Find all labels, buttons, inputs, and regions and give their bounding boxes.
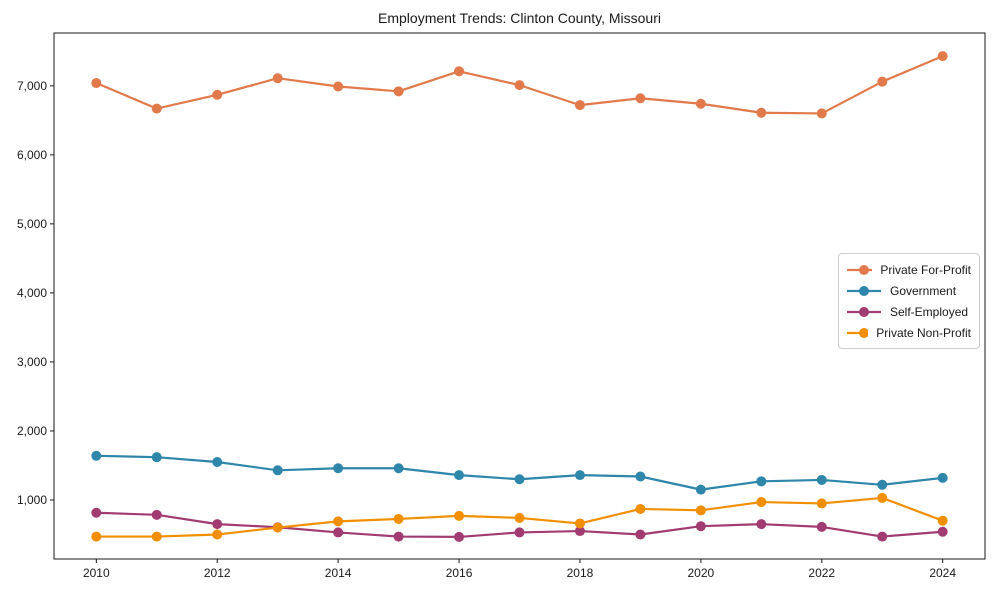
y-tick-label: 2,000: [17, 424, 47, 438]
series-marker-government: [635, 471, 646, 482]
series-marker-government: [91, 450, 102, 461]
series-marker-private-non-profit: [877, 492, 888, 503]
chart-title: Employment Trends: Clinton County, Misso…: [378, 10, 661, 26]
series-marker-private-for-profit: [333, 81, 344, 92]
legend-marker-icon: [847, 306, 881, 317]
series-marker-private-non-profit: [695, 505, 706, 516]
series-marker-private-non-profit: [635, 503, 646, 514]
series-marker-private-non-profit: [272, 522, 283, 533]
x-tick-label: 2014: [325, 566, 352, 580]
series-marker-private-non-profit: [212, 529, 223, 540]
legend-entry: Government: [846, 280, 971, 301]
series-marker-private-for-profit: [91, 78, 102, 89]
legend: Private For-Profit Government Self-Employe…: [838, 253, 980, 349]
series-marker-self-employed: [91, 507, 102, 518]
series-marker-private-non-profit: [756, 497, 767, 508]
series-marker-government: [212, 457, 223, 468]
series-line-government: [96, 454, 943, 491]
series-marker-private-for-profit: [695, 98, 706, 109]
series-marker-private-for-profit: [635, 93, 646, 104]
series-marker-private-for-profit: [937, 51, 948, 62]
legend-entry: Self-Employed: [846, 301, 971, 322]
legend-label: Private Non-Profit: [876, 325, 971, 340]
legend-marker-icon: [847, 285, 881, 296]
series-marker-private-for-profit: [514, 80, 525, 91]
y-tick-label: 3,000: [17, 355, 47, 369]
series-marker-private-non-profit: [333, 516, 344, 527]
series-marker-private-non-profit: [151, 531, 162, 542]
series-marker-private-for-profit: [272, 73, 283, 84]
series-marker-government: [514, 474, 525, 485]
legend-label: Government: [890, 283, 957, 298]
series-marker-private-non-profit: [574, 518, 585, 529]
series-marker-government: [937, 472, 948, 483]
series-marker-government: [151, 452, 162, 463]
x-tick-label: 2022: [808, 566, 835, 580]
series-marker-government: [272, 465, 283, 476]
series-marker-private-for-profit: [393, 86, 404, 97]
series-marker-government: [816, 474, 827, 485]
series-marker-government: [877, 479, 888, 490]
series-marker-private-for-profit: [454, 66, 465, 77]
series-marker-private-for-profit: [212, 89, 223, 100]
legend-marker-icon: [847, 264, 873, 275]
series-marker-private-for-profit: [151, 103, 162, 114]
series-marker-private-non-profit: [393, 513, 404, 524]
series-marker-government: [454, 470, 465, 481]
series-marker-private-for-profit: [877, 76, 888, 87]
series-marker-government: [393, 463, 404, 474]
legend-label: Private For-Profit: [880, 262, 971, 277]
y-tick-label: 7,000: [17, 79, 47, 93]
legend-label: Self-Employed: [890, 304, 969, 319]
series-marker-government: [574, 470, 585, 481]
x-tick-label: 2020: [688, 566, 715, 580]
series-marker-self-employed: [574, 526, 585, 537]
x-tick-label: 2012: [204, 566, 231, 580]
y-tick-label: 1,000: [17, 493, 47, 507]
series-marker-government: [695, 484, 706, 495]
axes-spines: [53, 32, 986, 560]
series-marker-self-employed: [877, 531, 888, 542]
series-marker-government: [756, 476, 767, 487]
series-marker-self-employed: [816, 521, 827, 532]
series-marker-private-non-profit: [937, 515, 948, 526]
series-marker-private-non-profit: [91, 531, 102, 542]
series-marker-self-employed: [695, 521, 706, 532]
series-marker-self-employed: [393, 531, 404, 542]
series-marker-private-non-profit: [514, 512, 525, 523]
legend-entry: Private Non-Profit: [846, 322, 971, 343]
series-marker-self-employed: [212, 519, 223, 530]
series-marker-self-employed: [151, 509, 162, 520]
series-marker-self-employed: [333, 527, 344, 538]
series-marker-private-for-profit: [816, 108, 827, 119]
y-tick-label: 5,000: [17, 217, 47, 231]
y-tick-label: 4,000: [17, 286, 47, 300]
series-marker-self-employed: [937, 526, 948, 537]
series-marker-private-for-profit: [574, 100, 585, 111]
series-marker-private-non-profit: [816, 498, 827, 509]
y-tick-label: 6,000: [17, 148, 47, 162]
x-tick-label: 2010: [83, 566, 110, 580]
legend-entry: Private For-Profit: [846, 259, 971, 280]
legend-marker-icon: [847, 327, 869, 338]
series-marker-self-employed: [514, 527, 525, 538]
x-tick-label: 2024: [929, 566, 956, 580]
x-tick-label: 2016: [446, 566, 473, 580]
series-marker-private-non-profit: [454, 510, 465, 521]
series-marker-self-employed: [756, 519, 767, 530]
series-marker-private-for-profit: [756, 107, 767, 118]
series-marker-self-employed: [635, 529, 646, 540]
x-tick-label: 2018: [567, 566, 594, 580]
series-marker-self-employed: [454, 531, 465, 542]
series-marker-government: [333, 463, 344, 474]
